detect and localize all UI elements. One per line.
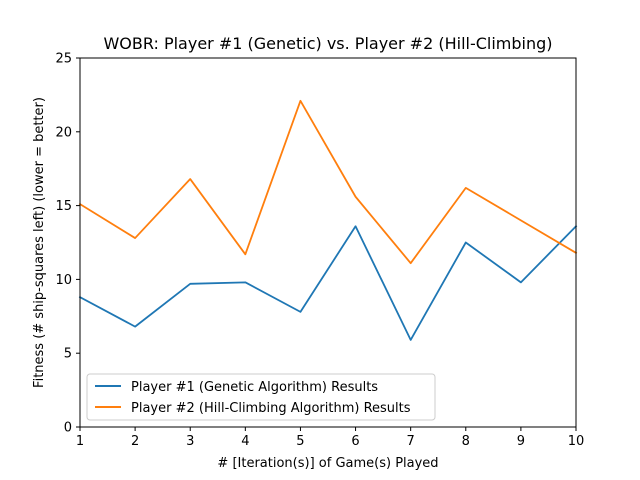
x-axis-label: # [Iteration(s)] of Game(s) Played [217,456,438,471]
y-tick-label: 0 [64,421,72,436]
chart-title: WOBR: Player #1 (Genetic) vs. Player #2 … [103,34,552,53]
y-tick-label: 25 [55,52,72,67]
x-tick-label: 2 [131,434,139,449]
legend-box [86,373,436,421]
x-axis-ticks: 1 2 3 4 5 6 7 8 9 10 [76,427,584,449]
series-line-player-2 [78,99,578,265]
y-axis-ticks: 0 5 10 15 20 25 [55,52,80,436]
x-tick-label: 8 [462,434,470,449]
x-tick-label: 9 [517,434,525,449]
x-tick-label: 1 [76,434,84,449]
legend-entry-player-1: Player #1 (Genetic Algorithm) Results [131,380,378,395]
y-tick-label: 20 [55,125,72,140]
x-tick-label: 10 [568,434,585,449]
series-layer [78,99,578,341]
y-tick-label: 10 [55,273,72,288]
x-tick-label: 5 [296,434,304,449]
x-tick-label: 7 [407,434,415,449]
legend-entry-player-2: Player #2 (Hill-Climbing Algorithm) Resu… [131,401,411,416]
y-tick-label: 15 [55,199,72,214]
y-axis-label: Fitness (# ship-squares left) (lower = b… [32,97,47,388]
legend: Player #1 (Genetic Algorithm) Results Pl… [86,373,436,421]
x-tick-label: 4 [241,434,249,449]
series-line-player-1 [78,224,578,341]
y-tick-label: 5 [64,347,72,362]
plot-frame [79,57,577,428]
x-tick-label: 6 [351,434,359,449]
x-tick-label: 3 [186,434,194,449]
